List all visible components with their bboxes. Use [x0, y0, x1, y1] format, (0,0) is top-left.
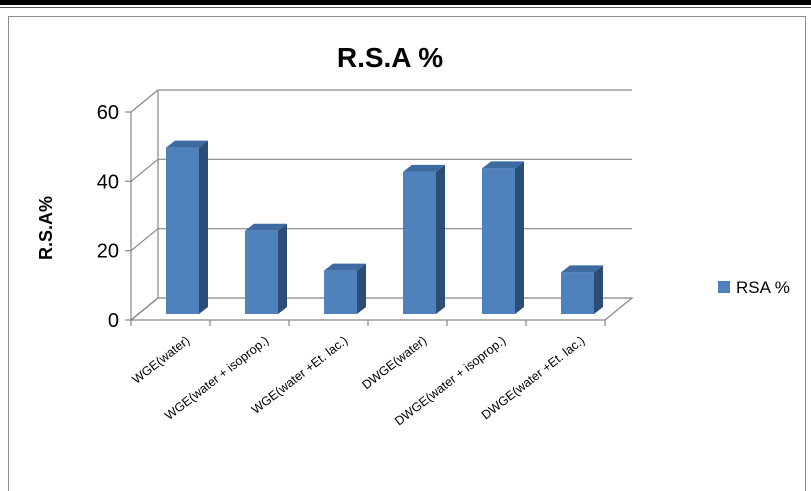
bar	[482, 161, 524, 314]
bar-side	[278, 223, 287, 314]
y-axis-label: R.S.A%	[36, 196, 56, 260]
bar-top	[403, 164, 445, 172]
y-tick-label: 0	[108, 310, 119, 332]
bar-side	[199, 140, 208, 314]
legend: RSA %	[718, 278, 790, 297]
bar-side	[515, 161, 524, 314]
gridlines	[125, 89, 632, 326]
bar	[561, 265, 603, 314]
bar-front	[561, 272, 594, 314]
bar	[324, 263, 366, 314]
bar-side	[357, 263, 366, 314]
bar-side	[594, 265, 603, 314]
bar-top	[561, 265, 603, 273]
y-tick-labels: 0 20 40 60	[97, 102, 119, 332]
bar-front	[324, 270, 357, 314]
bar-top	[166, 140, 208, 148]
gridline-diagonal	[130, 158, 159, 182]
gridline-diagonal	[130, 89, 159, 113]
bar-front	[482, 168, 515, 314]
bar-front	[403, 171, 436, 314]
bar-side	[436, 164, 445, 314]
bar-front	[166, 147, 199, 314]
top-border-rule-thin	[0, 7, 811, 8]
y-tick-label: 60	[97, 102, 119, 124]
bar	[166, 140, 208, 314]
x-tick-labels: WGE(water)WGE(water + isoprop.)WGE(water…	[130, 333, 588, 428]
bar-front	[245, 230, 278, 314]
top-border-rule	[0, 0, 811, 5]
bars	[166, 140, 603, 314]
gridline-diagonal	[130, 228, 159, 252]
y-tick-label: 40	[97, 171, 119, 193]
legend-swatch	[718, 281, 730, 293]
bar-top	[245, 223, 287, 231]
bar	[403, 164, 445, 314]
bar	[245, 223, 287, 314]
bar-top	[482, 161, 524, 169]
x-tick-label: WGE(water)	[130, 333, 193, 386]
gridline-diagonal	[130, 297, 159, 321]
legend-label: RSA %	[736, 278, 790, 297]
bar-top	[324, 263, 366, 271]
x-tick-label: DWGE(water)	[359, 333, 429, 392]
chart-title: R.S.A %	[337, 42, 443, 73]
y-tick-label: 20	[97, 241, 119, 263]
